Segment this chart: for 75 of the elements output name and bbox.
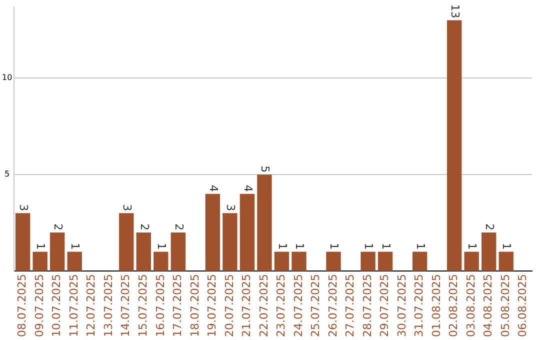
x-tick-label: 01.08.2025: [430, 274, 443, 338]
data-label: 1: [362, 242, 376, 250]
bar: [119, 213, 134, 272]
x-tick-label: 08.07.2025: [16, 274, 29, 338]
x-tick-label: 15.07.2025: [136, 274, 150, 338]
data-label: 1: [414, 242, 427, 250]
x-tick-label: 16.07.2025: [154, 274, 167, 338]
x-tick-label: 14.07.2025: [119, 274, 132, 338]
x-tick-label: 20.07.2025: [222, 274, 236, 338]
data-label: 1: [68, 242, 82, 250]
bar: [240, 194, 255, 272]
data-label: 1: [379, 242, 392, 250]
bar: [257, 174, 272, 272]
bar: [170, 232, 186, 272]
data-label: 1: [293, 242, 306, 250]
bar: [412, 252, 428, 272]
data-label: 4: [206, 184, 220, 192]
data-label: 5: [258, 166, 272, 173]
data-label: 1: [466, 242, 479, 250]
data-label: 3: [16, 204, 30, 212]
bar: [464, 252, 479, 272]
bar: [205, 194, 220, 272]
data-label: 1: [276, 242, 289, 250]
x-tick-label: 11.07.2025: [67, 274, 80, 338]
x-tick-label: 30.07.2025: [395, 274, 408, 338]
x-tick-label: 06.08.2025: [516, 274, 530, 338]
x-tick-label: 29.07.2025: [378, 274, 392, 338]
data-label: 2: [482, 223, 496, 230]
x-tick-label: 26.07.2025: [326, 274, 340, 338]
x-tick-label: 04.08.2025: [482, 274, 495, 338]
x-tick-label: 21.07.2025: [240, 274, 254, 338]
x-tick-label: 05.08.2025: [498, 274, 512, 338]
x-tick-label: 28.07.2025: [360, 274, 374, 338]
x-tick-label: 02.08.2025: [447, 274, 460, 338]
x-tick-label: 09.07.2025: [32, 274, 46, 338]
bar: [136, 232, 151, 272]
bar: [498, 252, 514, 272]
bar: [482, 232, 496, 272]
bar: [326, 252, 341, 272]
x-tick-label: 17.07.2025: [171, 274, 184, 338]
x-tick-label: 19.07.2025: [206, 274, 219, 338]
bar: [32, 252, 48, 272]
x-tick-label: 31.07.2025: [412, 274, 426, 338]
bar: [378, 252, 393, 272]
bar: [222, 213, 238, 272]
bar: [154, 252, 168, 272]
x-tick-label: 27.07.2025: [344, 274, 357, 338]
data-label: 2: [51, 223, 64, 230]
x-tick-label: 24.07.2025: [292, 274, 305, 338]
data-label: 1: [500, 242, 514, 250]
x-tick-label: 22.07.2025: [257, 274, 270, 338]
bar: [50, 232, 65, 272]
y-tick-label: 10: [2, 73, 12, 82]
bar: [274, 252, 290, 272]
x-tick-label: 03.08.2025: [464, 274, 478, 338]
bar: [360, 252, 376, 272]
x-tick-label: 23.07.2025: [274, 274, 288, 338]
data-label: 2: [138, 223, 151, 230]
bar: [446, 20, 462, 272]
bar: [67, 252, 82, 272]
x-tick-label: 18.07.2025: [188, 274, 202, 338]
x-tick-label: 25.07.2025: [309, 274, 322, 338]
data-label: 13: [448, 4, 462, 18]
bar: [15, 213, 30, 272]
bar: [292, 252, 306, 272]
data-label: 3: [120, 204, 134, 212]
data-label: 1: [328, 242, 341, 250]
x-tick-label: 13.07.2025: [102, 274, 115, 338]
data-label: 1: [34, 242, 48, 250]
x-tick-label: 12.07.2025: [84, 274, 98, 338]
data-label: 4: [241, 184, 254, 192]
data-label: 1: [155, 242, 168, 250]
data-label: 2: [172, 223, 186, 230]
data-label: 3: [224, 204, 238, 212]
x-tick-label: 10.07.2025: [50, 274, 64, 338]
